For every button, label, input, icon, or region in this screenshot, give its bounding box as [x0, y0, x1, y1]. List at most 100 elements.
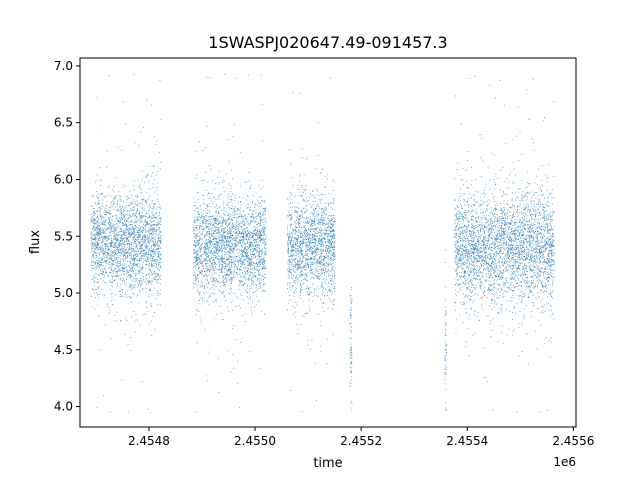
data-point	[122, 279, 124, 281]
data-point	[255, 204, 257, 206]
data-point	[160, 238, 162, 239]
data-point	[215, 255, 216, 256]
data-point	[242, 255, 244, 257]
data-point	[101, 236, 103, 238]
data-point	[222, 267, 224, 269]
data-point	[212, 274, 214, 276]
data-point	[231, 257, 233, 259]
data-point	[99, 261, 101, 263]
data-point	[247, 207, 249, 209]
data-point	[137, 236, 139, 238]
data-point	[203, 194, 205, 196]
data-point	[193, 236, 195, 238]
data-point	[196, 217, 198, 219]
data-point	[92, 239, 94, 241]
data-point	[146, 230, 148, 232]
data-point	[229, 222, 230, 224]
data-point	[235, 232, 237, 234]
data-point	[119, 274, 121, 276]
data-point	[145, 220, 146, 221]
data-point	[248, 276, 249, 278]
data-point	[140, 192, 142, 194]
data-point	[289, 267, 290, 269]
data-point	[330, 202, 332, 203]
data-point	[113, 203, 115, 205]
data-point	[251, 209, 253, 211]
data-point	[113, 244, 115, 246]
data-point	[93, 212, 95, 214]
data-point	[92, 253, 94, 255]
data-point	[121, 212, 123, 214]
data-point	[154, 244, 156, 246]
data-point	[108, 262, 110, 264]
data-point	[96, 228, 98, 230]
data-point	[149, 229, 151, 231]
data-point	[247, 249, 249, 251]
data-point	[128, 272, 129, 273]
data-point	[101, 224, 103, 226]
data-point	[121, 246, 123, 248]
data-point	[287, 268, 289, 270]
data-point	[151, 232, 152, 234]
data-point	[230, 196, 232, 197]
data-point	[148, 252, 150, 254]
data-point	[130, 233, 131, 235]
data-point	[145, 236, 147, 238]
data-point	[249, 265, 251, 267]
data-point	[249, 243, 250, 245]
data-point	[219, 278, 221, 280]
data-point	[119, 269, 121, 271]
data-point	[225, 257, 227, 258]
data-point	[225, 231, 227, 232]
data-point	[110, 233, 111, 235]
data-point	[235, 233, 237, 234]
data-point	[212, 280, 214, 282]
data-point	[214, 219, 215, 221]
data-point	[131, 287, 133, 289]
data-point	[224, 221, 226, 223]
data-point	[225, 261, 226, 263]
data-point	[214, 230, 216, 232]
data-point	[236, 253, 238, 255]
data-point	[98, 230, 100, 232]
data-point	[135, 239, 137, 241]
data-point	[120, 295, 122, 297]
data-point	[102, 229, 104, 231]
data-point	[140, 268, 142, 270]
data-point	[254, 250, 256, 251]
data-point	[237, 213, 239, 215]
data-point	[244, 197, 246, 199]
data-point	[146, 244, 148, 246]
data-point	[117, 219, 119, 221]
data-point	[128, 233, 130, 235]
data-point	[150, 239, 152, 241]
data-point	[94, 248, 96, 250]
data-point	[263, 265, 265, 267]
data-point	[199, 141, 200, 143]
data-point	[114, 233, 116, 235]
data-point	[130, 337, 132, 338]
data-point	[96, 259, 97, 261]
data-point	[247, 273, 249, 275]
data-point	[119, 199, 121, 201]
data-point	[308, 267, 310, 268]
data-point	[194, 202, 196, 203]
data-point	[252, 280, 254, 282]
data-point	[259, 218, 261, 220]
data-point	[217, 227, 219, 229]
data-point	[208, 249, 209, 251]
data-point	[147, 210, 149, 211]
data-point	[139, 256, 141, 258]
data-point	[159, 244, 161, 246]
data-point	[318, 122, 319, 124]
data-point	[219, 206, 221, 208]
data-point	[242, 250, 244, 251]
data-point	[259, 219, 261, 221]
data-point	[107, 253, 109, 254]
data-point	[156, 243, 158, 245]
data-point	[133, 287, 135, 289]
data-point	[142, 241, 143, 243]
data-point	[100, 249, 102, 251]
data-point	[264, 234, 266, 236]
data-point	[210, 218, 212, 220]
